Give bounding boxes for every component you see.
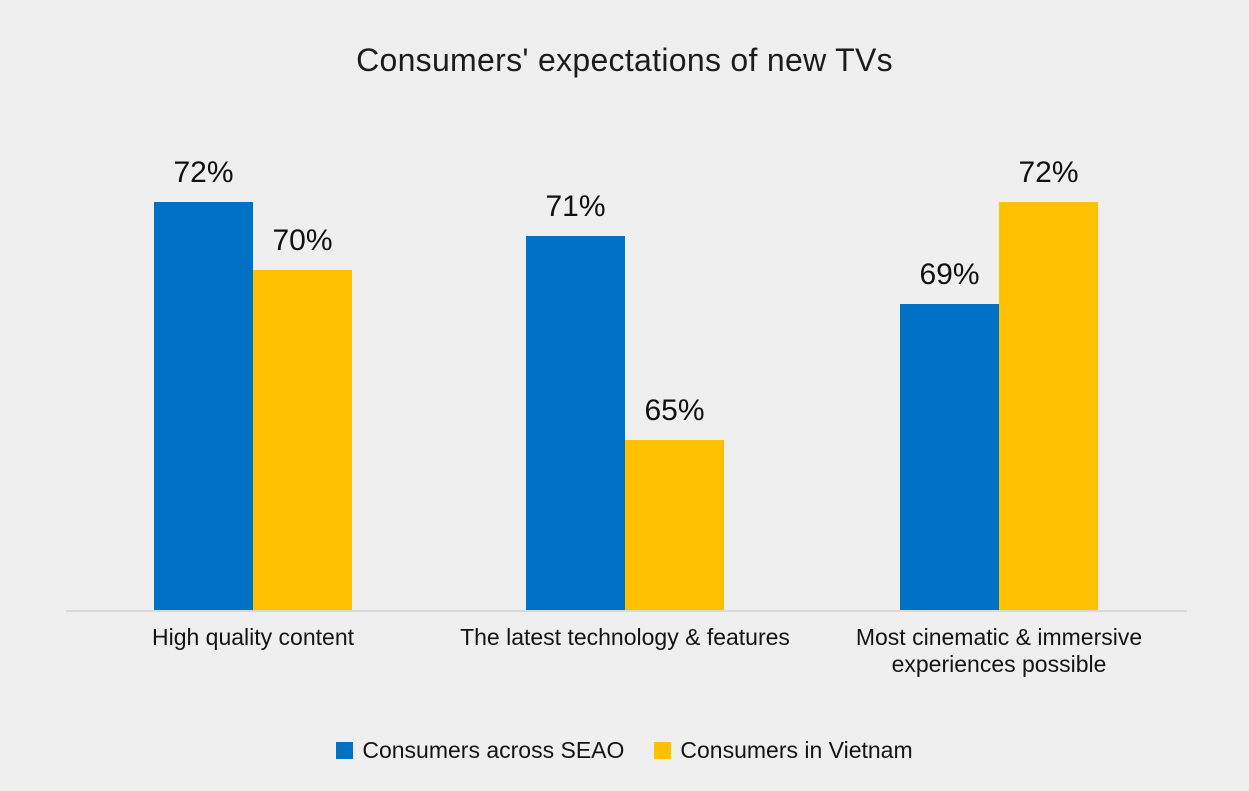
x-axis-labels: High quality content The latest technolo…: [0, 624, 1249, 694]
legend-swatch-vietnam-icon: [654, 742, 672, 759]
bar-vietnam-2: [625, 440, 724, 610]
x-axis-label-cinematic-immersive: Most cinematic & immersive experiences p…: [855, 624, 1143, 677]
legend-item-seao: Consumers across SEAO: [336, 737, 624, 764]
x-axis-label-high-quality-content: High quality content: [151, 624, 354, 650]
bar-seao-3: [900, 304, 999, 610]
plot-area: 72% 71% 69% 70% 65% 72%: [66, 0, 1187, 612]
legend-item-vietnam: Consumers in Vietnam: [654, 737, 913, 764]
legend-swatch-seao-icon: [336, 742, 354, 759]
legend: Consumers across SEAO Consumers in Vietn…: [0, 737, 1249, 764]
bar-value-label-vietnam-3: 72%: [1018, 156, 1079, 189]
bar-value-label-seao-1: 72%: [173, 156, 234, 189]
chart-title: Consumers' expectations of new TVs: [356, 42, 893, 78]
bar-value-label-seao-3: 69%: [919, 258, 980, 291]
bar-value-label-vietnam-2: 65%: [644, 394, 705, 427]
legend-label-seao: Consumers across SEAO: [362, 737, 625, 763]
x-axis-label-latest-technology: The latest technology & features: [460, 624, 790, 650]
bar-vietnam-3: [999, 202, 1098, 610]
bar-value-label-vietnam-1: 70%: [272, 224, 333, 257]
bar-seao-1: [154, 202, 253, 610]
bar-value-label-seao-2: 71%: [545, 190, 606, 223]
bar-seao-2: [526, 236, 625, 610]
bar-vietnam-1: [253, 270, 352, 610]
legend-label-vietnam: Consumers in Vietnam: [680, 737, 913, 763]
